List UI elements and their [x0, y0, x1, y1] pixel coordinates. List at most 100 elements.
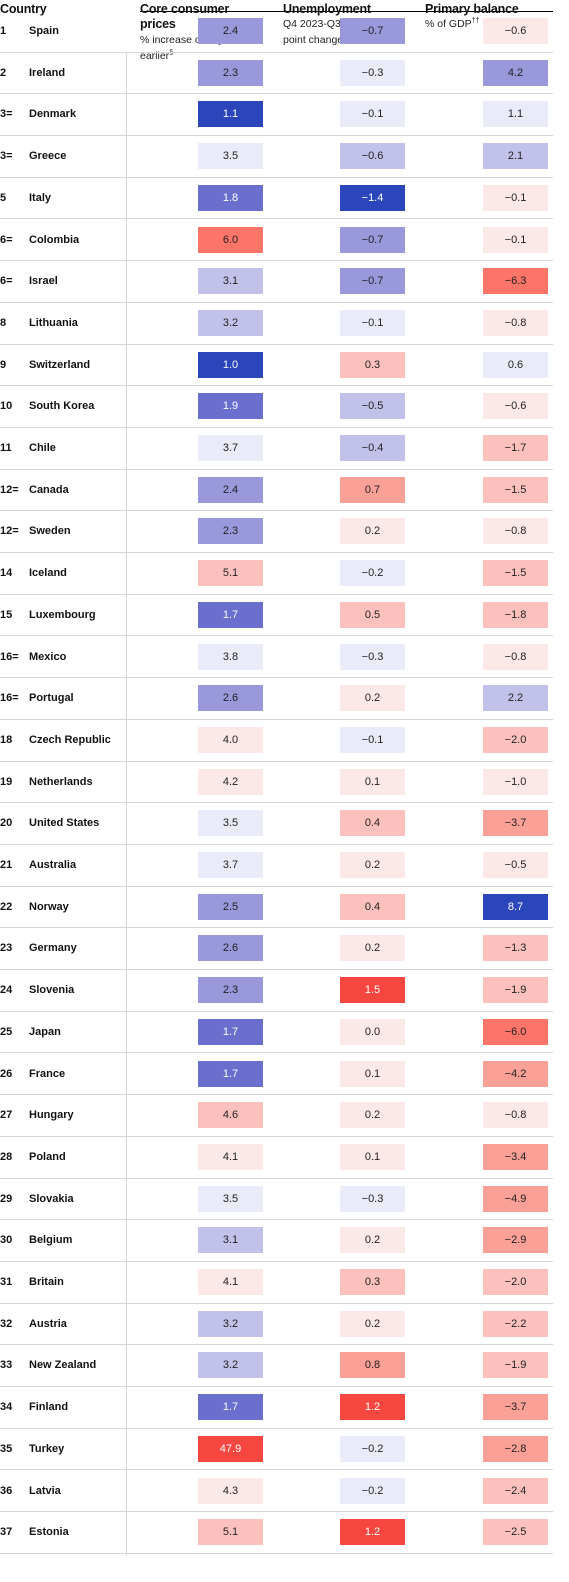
- table-row: 16= Portugal 2.6 0.2 2.2: [0, 677, 569, 720]
- row-divider: [0, 885, 553, 887]
- unemployment-cell: 0.4: [340, 893, 405, 920]
- cpi-cell: 1.7: [198, 1060, 263, 1087]
- rank-label: 14: [0, 567, 13, 580]
- balance-cell: −0.8: [483, 518, 548, 545]
- row-divider: [0, 1344, 553, 1346]
- balance-cell: −0.6: [483, 393, 548, 420]
- cpi-cell: 5.1: [198, 1519, 263, 1546]
- country-name: Denmark: [29, 108, 77, 121]
- cpi-cell: 1.1: [198, 101, 263, 128]
- row-divider: [0, 1052, 553, 1054]
- country-name: United States: [29, 817, 100, 830]
- country-name: Germany: [29, 942, 77, 955]
- row-divider: [0, 343, 553, 345]
- cpi-cell: 1.7: [198, 601, 263, 628]
- rank-label: 15: [0, 608, 13, 621]
- table-row: 22 Norway 2.5 0.4 8.7: [0, 886, 569, 929]
- cpi-cell: 4.3: [198, 1477, 263, 1504]
- cpi-cell: 3.5: [198, 143, 263, 170]
- row-divider: [0, 218, 553, 220]
- balance-cell: −2.5: [483, 1519, 548, 1546]
- table-row: 3= Denmark 1.1 −0.1 1.1: [0, 93, 569, 137]
- table-row: 11 Chile 3.7 −0.4 −1.7: [0, 427, 569, 470]
- country-name: Mexico: [29, 650, 67, 663]
- unemployment-cell: 0.2: [340, 1310, 405, 1337]
- unemployment-cell: 1.2: [340, 1394, 405, 1421]
- country-name: Britain: [29, 1276, 64, 1288]
- table-row: 32 Austria 3.2 0.2 −2.2: [0, 1303, 569, 1346]
- row-divider: [0, 1135, 553, 1137]
- table-row: 8 Lithuania 3.2 −0.1 −0.8: [0, 302, 569, 345]
- table-row: 10 South Korea 1.9 −0.5 −0.6: [0, 385, 569, 428]
- cpi-footnote-mark: §: [169, 49, 174, 57]
- row-divider: [0, 135, 553, 137]
- table-row: 34 Finland 1.7 1.2 −3.7: [0, 1386, 569, 1429]
- country-name: Italy: [29, 191, 52, 204]
- balance-cell: −1.5: [483, 476, 548, 503]
- rank-label: 30: [0, 1234, 13, 1247]
- unemployment-cell: 0.2: [340, 1227, 405, 1254]
- unemployment-cell: −0.2: [340, 1477, 405, 1504]
- row-divider: [0, 843, 553, 845]
- rank-label: 16=: [0, 692, 19, 705]
- unemployment-cell: −0.4: [340, 435, 405, 461]
- unemployment-cell: −0.1: [340, 309, 405, 336]
- balance-column-subtitle: % of GDP††: [425, 17, 480, 31]
- row-divider: [0, 426, 553, 428]
- cpi-cell: 1.9: [198, 393, 263, 420]
- cpi-cell: 4.2: [198, 768, 263, 795]
- table-row: 2 Ireland 2.3 −0.3 4.2: [0, 52, 569, 95]
- country-name: Iceland: [29, 567, 67, 580]
- rank-label: 23: [0, 942, 13, 955]
- unemployment-cell: 0.5: [340, 601, 405, 628]
- country-name: Norway: [29, 900, 69, 913]
- unemployment-cell: −0.3: [340, 643, 405, 670]
- cpi-cell: 3.2: [198, 1310, 263, 1337]
- row-divider: [0, 1386, 553, 1388]
- unemployment-cell: −0.3: [340, 59, 405, 86]
- row-divider: [0, 1177, 553, 1179]
- country-name: Turkey: [29, 1442, 65, 1455]
- unemployment-cell: 0.1: [340, 768, 405, 795]
- table-row: 16= Mexico 3.8 −0.3 −0.8: [0, 636, 569, 679]
- balance-cell: −1.3: [483, 935, 548, 962]
- country-name: Slovenia: [29, 984, 75, 997]
- unemployment-cell: 0.0: [340, 1018, 405, 1045]
- rank-label: 12=: [0, 525, 19, 538]
- row-divider: [0, 1469, 553, 1471]
- rank-label: 5: [0, 191, 7, 204]
- balance-cell: −6.0: [483, 1018, 548, 1045]
- rank-label: 8: [0, 316, 7, 329]
- unemployment-cell: −0.6: [340, 143, 405, 170]
- table-row: 31 Britain 4.1 0.3 −2.0: [0, 1261, 569, 1304]
- cpi-cell: 2.4: [198, 476, 263, 503]
- unemployment-cell: 0.2: [340, 685, 405, 712]
- unemployment-cell: −0.1: [340, 101, 405, 128]
- row-divider: [0, 1094, 553, 1096]
- row-divider: [0, 718, 553, 720]
- cpi-column-subtitle-line2: earlier§: [140, 49, 174, 63]
- table-row: 18 Czech Republic 4.0 −0.1 −2.0: [0, 719, 569, 762]
- cpi-cell: 3.5: [198, 810, 263, 837]
- row-divider: [0, 385, 553, 387]
- balance-cell: 2.2: [483, 685, 548, 712]
- balance-cell: −0.1: [483, 226, 548, 253]
- cpi-cell: 2.3: [198, 977, 263, 1004]
- balance-cell: −1.8: [483, 601, 548, 628]
- rank-label: 31: [0, 1276, 13, 1288]
- table-row: 3= Greece 3.5 −0.6 2.1: [0, 135, 569, 178]
- row-divider: [0, 969, 553, 971]
- table-row: 14 Iceland 5.1 −0.2 −1.5: [0, 552, 569, 595]
- cpi-cell: 2.3: [198, 518, 263, 545]
- row-divider: [0, 510, 553, 512]
- cpi-cell: 2.5: [198, 893, 263, 920]
- rank-label: 36: [0, 1484, 13, 1497]
- row-divider: [0, 301, 553, 303]
- country-column-title: Country: [0, 2, 47, 16]
- country-name: France: [29, 1067, 66, 1080]
- rank-label: 32: [0, 1317, 13, 1330]
- rank-label: 12=: [0, 483, 19, 496]
- row-divider: [0, 468, 553, 470]
- rank-label: 33: [0, 1359, 13, 1372]
- rank-label: 34: [0, 1401, 13, 1414]
